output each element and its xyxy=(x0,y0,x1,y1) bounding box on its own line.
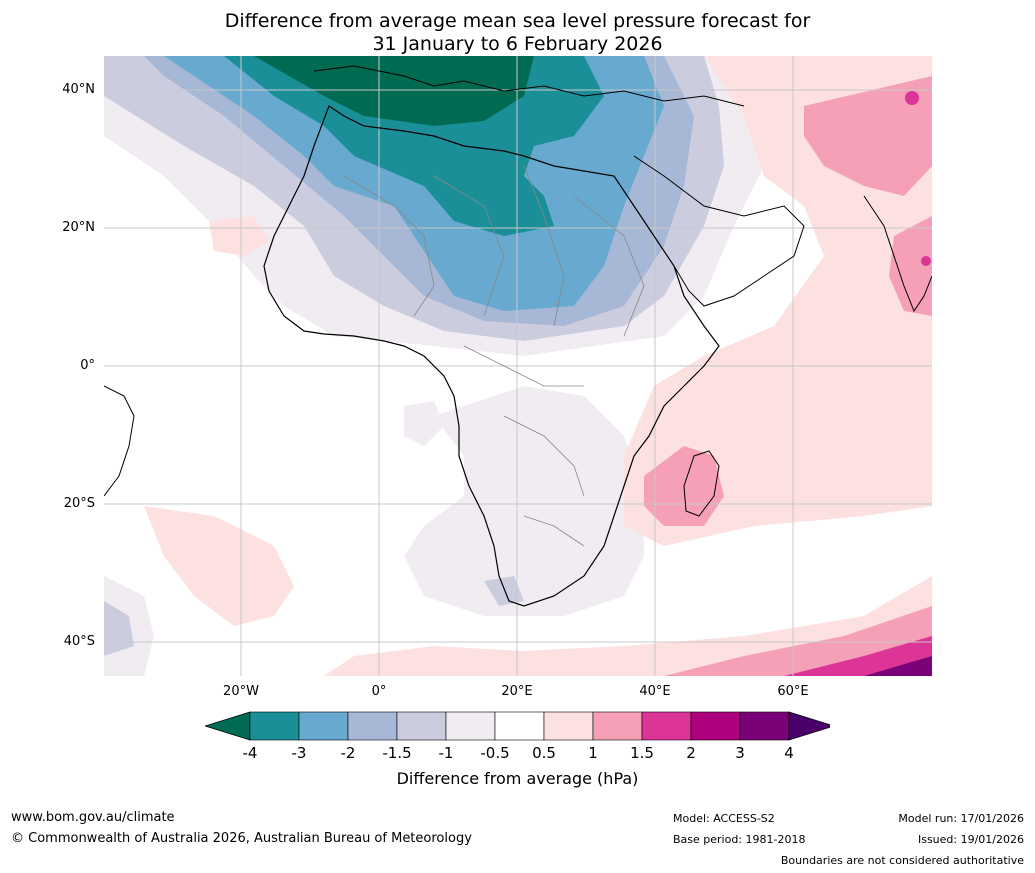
lat-label-20n: 20°N xyxy=(62,220,95,235)
field-rose-east xyxy=(804,76,932,196)
colorbar-tick-label: -2 xyxy=(340,744,356,762)
colorbar-tick-label: 1.5 xyxy=(630,744,654,762)
footer-model: Model: ACCESS-S2 xyxy=(673,812,775,825)
colorbar-tick-label: -1 xyxy=(438,744,454,762)
lat-label-20s: 20°S xyxy=(63,496,95,511)
india-coastline xyxy=(863,195,932,313)
arabia-coastline xyxy=(633,155,805,307)
madagascar-coastline xyxy=(683,450,720,517)
footer-copyright: © Commonwealth of Australia 2026, Austra… xyxy=(11,831,472,846)
colorbar-tick-label: -1.5 xyxy=(382,744,412,762)
colorbar-swatch-1 xyxy=(249,711,300,741)
field-magenta-spot-india xyxy=(921,256,931,266)
lat-label-0: 0° xyxy=(80,358,95,373)
field-pink-atlantic xyxy=(144,506,294,626)
footer-issued: Issued: 19/01/2026 xyxy=(917,833,1024,846)
field-lilac-cape xyxy=(484,576,524,606)
colorbar-extend-high xyxy=(788,711,830,741)
field-magenta-south xyxy=(784,636,932,676)
colorbar-swatches xyxy=(205,711,830,741)
colorbar-swatch-2 xyxy=(298,711,349,741)
colorbar-tick-label: -4 xyxy=(242,744,258,762)
lon-label-0: 0° xyxy=(371,684,387,699)
colorbar-swatch-6 xyxy=(494,711,545,741)
pressure-anomaly-map xyxy=(104,56,932,676)
europe-coastline xyxy=(313,65,745,107)
field-purple-south xyxy=(864,656,932,676)
colorbar-swatch-11 xyxy=(739,711,790,741)
footer-disclaimer: Boundaries are not considered authoritat… xyxy=(780,854,1024,867)
colorbar-swatch-7 xyxy=(543,711,594,741)
map-canvas xyxy=(104,56,932,676)
field-magenta-spot-north xyxy=(905,91,919,105)
colorbar-tick-label: -3 xyxy=(291,744,307,762)
south-america-coastline xyxy=(104,385,135,497)
graticule xyxy=(104,56,932,676)
lon-label-20e: 20°E xyxy=(501,684,533,699)
colorbar-extend-low xyxy=(205,711,251,741)
africa-coastline xyxy=(263,105,720,607)
colorbar-tick-label: 3 xyxy=(735,744,745,762)
lon-label-40e: 40°E xyxy=(639,684,671,699)
lon-label-60e: 60°E xyxy=(777,684,809,699)
footer-website: www.bom.gov.au/climate xyxy=(11,810,175,825)
colorbar-title: Difference from average (hPa) xyxy=(396,769,639,788)
field-lavender-atlantic xyxy=(404,401,444,446)
lon-label-20w: 20°W xyxy=(223,684,259,699)
colorbar-swatch-3 xyxy=(347,711,398,741)
colorbar-swatch-9 xyxy=(641,711,692,741)
colorbar-swatch-10 xyxy=(690,711,741,741)
field-darkgreen xyxy=(254,56,534,126)
colorbar-tick-label: 2 xyxy=(686,744,696,762)
colorbar-swatch-4 xyxy=(396,711,447,741)
colorbar-tick-label: -0.5 xyxy=(480,744,510,762)
map-title-line-2: 31 January to 6 February 2026 xyxy=(372,33,663,55)
anomaly-fields xyxy=(104,56,932,676)
colorbar-tick-label: 1 xyxy=(588,744,598,762)
lat-label-40s: 40°S xyxy=(63,634,95,649)
field-lavender-south xyxy=(404,386,644,616)
country-borders xyxy=(343,165,645,547)
field-pink-west xyxy=(209,216,269,256)
colorbar xyxy=(205,711,830,741)
field-rose-india xyxy=(889,216,932,316)
colorbar-tick-label: 4 xyxy=(784,744,794,762)
map-title-line-1: Difference from average mean sea level p… xyxy=(224,10,811,32)
colorbar-swatch-5 xyxy=(445,711,496,741)
colorbar-tick-label: 0.5 xyxy=(532,744,556,762)
lat-label-40n: 40°N xyxy=(62,82,95,97)
footer-model-run: Model run: 17/01/2026 xyxy=(898,812,1024,825)
footer-base-period: Base period: 1981-2018 xyxy=(673,833,806,846)
colorbar-swatch-8 xyxy=(592,711,643,741)
